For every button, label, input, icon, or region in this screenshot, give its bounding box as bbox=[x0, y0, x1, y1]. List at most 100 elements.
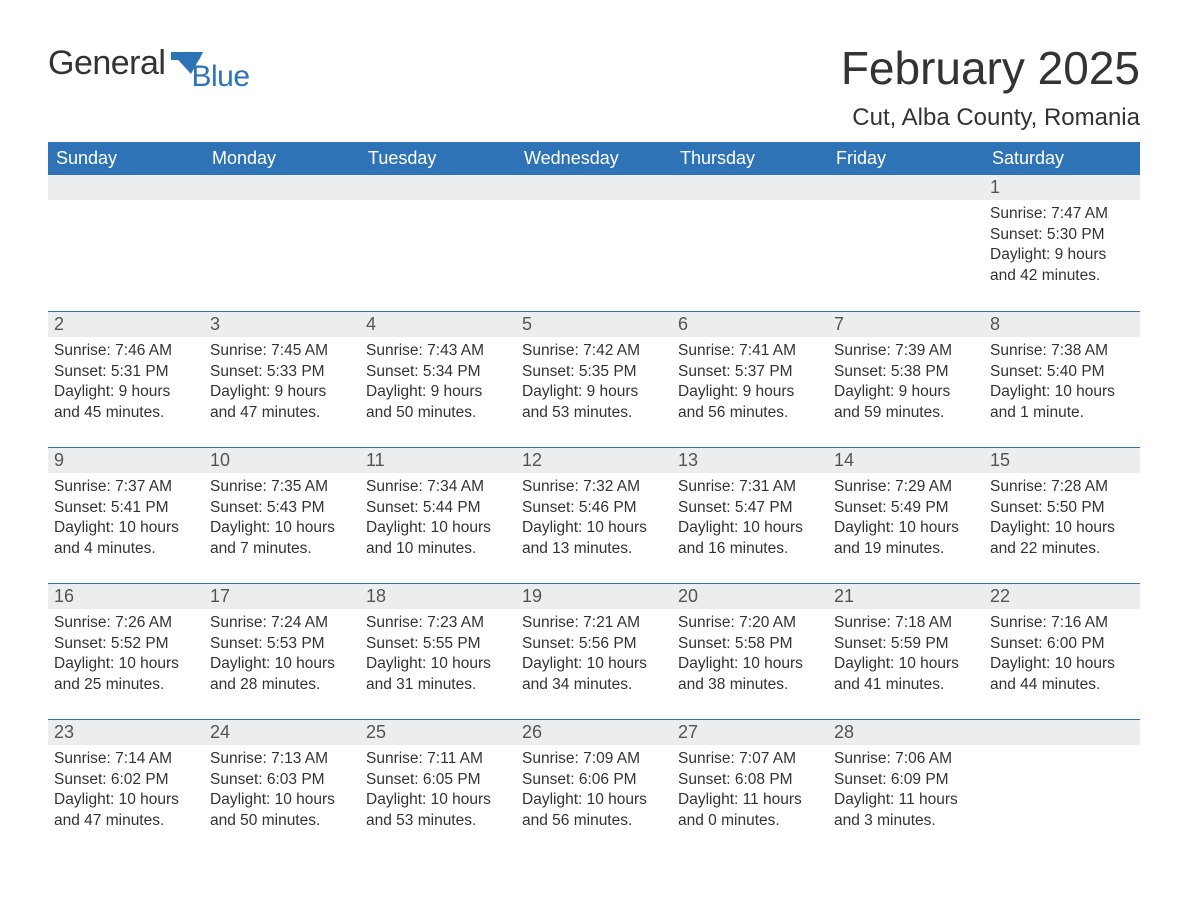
day-cell: Sunrise: 7:16 AMSunset: 6:00 PMDaylight:… bbox=[984, 609, 1140, 709]
day-info-line: Daylight: 10 hours and 16 minutes. bbox=[678, 518, 822, 559]
day-info-line: Daylight: 10 hours and 22 minutes. bbox=[990, 518, 1134, 559]
day-number: 11 bbox=[360, 448, 516, 473]
day-info-line: Daylight: 10 hours and 50 minutes. bbox=[210, 790, 354, 831]
day-cell bbox=[48, 200, 204, 300]
day-cell: Sunrise: 7:41 AMSunset: 5:37 PMDaylight:… bbox=[672, 337, 828, 437]
day-info-line: Sunset: 5:55 PM bbox=[366, 634, 510, 654]
day-number bbox=[828, 175, 984, 200]
day-info-line: Daylight: 10 hours and 25 minutes. bbox=[54, 654, 198, 695]
day-cell: Sunrise: 7:35 AMSunset: 5:43 PMDaylight:… bbox=[204, 473, 360, 573]
day-info-line: Sunrise: 7:16 AM bbox=[990, 613, 1134, 633]
day-info-line: Sunrise: 7:24 AM bbox=[210, 613, 354, 633]
day-cell: Sunrise: 7:23 AMSunset: 5:55 PMDaylight:… bbox=[360, 609, 516, 709]
day-info-line: Sunset: 6:00 PM bbox=[990, 634, 1134, 654]
day-number bbox=[48, 175, 204, 200]
day-number: 21 bbox=[828, 584, 984, 609]
week-row: 2345678Sunrise: 7:46 AMSunset: 5:31 PMDa… bbox=[48, 311, 1140, 447]
day-number: 19 bbox=[516, 584, 672, 609]
day-info-line: Sunrise: 7:37 AM bbox=[54, 477, 198, 497]
daynum-row: 232425262728 bbox=[48, 720, 1140, 745]
day-info-line: Daylight: 10 hours and 41 minutes. bbox=[834, 654, 978, 695]
day-header: Friday bbox=[828, 142, 984, 175]
day-number bbox=[360, 175, 516, 200]
day-number: 10 bbox=[204, 448, 360, 473]
day-number: 8 bbox=[984, 312, 1140, 337]
day-number: 6 bbox=[672, 312, 828, 337]
day-number: 18 bbox=[360, 584, 516, 609]
day-info-line: Sunrise: 7:23 AM bbox=[366, 613, 510, 633]
day-number: 13 bbox=[672, 448, 828, 473]
day-cell: Sunrise: 7:29 AMSunset: 5:49 PMDaylight:… bbox=[828, 473, 984, 573]
day-number: 5 bbox=[516, 312, 672, 337]
day-info-line: Sunset: 6:03 PM bbox=[210, 770, 354, 790]
day-header: Sunday bbox=[48, 142, 204, 175]
day-info-line: Sunrise: 7:34 AM bbox=[366, 477, 510, 497]
day-info-line: Sunset: 5:37 PM bbox=[678, 362, 822, 382]
day-info-line: Sunrise: 7:42 AM bbox=[522, 341, 666, 361]
day-info-line: Sunset: 5:34 PM bbox=[366, 362, 510, 382]
day-info-line: Sunset: 5:59 PM bbox=[834, 634, 978, 654]
day-info-line: Sunset: 5:58 PM bbox=[678, 634, 822, 654]
weeks-container: 1Sunrise: 7:47 AMSunset: 5:30 PMDaylight… bbox=[48, 175, 1140, 855]
day-cell: Sunrise: 7:18 AMSunset: 5:59 PMDaylight:… bbox=[828, 609, 984, 709]
day-info-line: Sunrise: 7:41 AM bbox=[678, 341, 822, 361]
day-cell: Sunrise: 7:14 AMSunset: 6:02 PMDaylight:… bbox=[48, 745, 204, 845]
day-info-line: Sunset: 5:30 PM bbox=[990, 225, 1134, 245]
day-number: 23 bbox=[48, 720, 204, 745]
day-info-line: Sunset: 5:33 PM bbox=[210, 362, 354, 382]
day-cell: Sunrise: 7:37 AMSunset: 5:41 PMDaylight:… bbox=[48, 473, 204, 573]
day-info-line: Daylight: 10 hours and 19 minutes. bbox=[834, 518, 978, 559]
day-cell: Sunrise: 7:38 AMSunset: 5:40 PMDaylight:… bbox=[984, 337, 1140, 437]
day-info-line: Sunset: 5:53 PM bbox=[210, 634, 354, 654]
day-number: 4 bbox=[360, 312, 516, 337]
day-info-line: Daylight: 10 hours and 56 minutes. bbox=[522, 790, 666, 831]
day-number: 17 bbox=[204, 584, 360, 609]
day-info-line: Daylight: 10 hours and 53 minutes. bbox=[366, 790, 510, 831]
day-info-line: Daylight: 9 hours and 45 minutes. bbox=[54, 382, 198, 423]
day-cell: Sunrise: 7:26 AMSunset: 5:52 PMDaylight:… bbox=[48, 609, 204, 709]
day-cell bbox=[828, 200, 984, 300]
week-row: 9101112131415Sunrise: 7:37 AMSunset: 5:4… bbox=[48, 447, 1140, 583]
day-info-line: Daylight: 10 hours and 7 minutes. bbox=[210, 518, 354, 559]
day-info-line: Daylight: 10 hours and 10 minutes. bbox=[366, 518, 510, 559]
day-info-line: Sunrise: 7:32 AM bbox=[522, 477, 666, 497]
day-info-line: Daylight: 10 hours and 31 minutes. bbox=[366, 654, 510, 695]
day-number: 27 bbox=[672, 720, 828, 745]
daynum-row: 16171819202122 bbox=[48, 584, 1140, 609]
day-info-line: Sunrise: 7:13 AM bbox=[210, 749, 354, 769]
day-number bbox=[204, 175, 360, 200]
day-info-line: Sunrise: 7:14 AM bbox=[54, 749, 198, 769]
day-info-line: Sunrise: 7:46 AM bbox=[54, 341, 198, 361]
week-row: 16171819202122Sunrise: 7:26 AMSunset: 5:… bbox=[48, 583, 1140, 719]
day-number: 12 bbox=[516, 448, 672, 473]
day-number: 20 bbox=[672, 584, 828, 609]
day-cell bbox=[360, 200, 516, 300]
day-cell: Sunrise: 7:13 AMSunset: 6:03 PMDaylight:… bbox=[204, 745, 360, 845]
day-info-line: Sunset: 5:43 PM bbox=[210, 498, 354, 518]
day-info-line: Daylight: 11 hours and 3 minutes. bbox=[834, 790, 978, 831]
day-info-line: Daylight: 10 hours and 1 minute. bbox=[990, 382, 1134, 423]
day-info-line: Sunrise: 7:11 AM bbox=[366, 749, 510, 769]
day-cell bbox=[984, 745, 1140, 845]
day-cell: Sunrise: 7:09 AMSunset: 6:06 PMDaylight:… bbox=[516, 745, 672, 845]
day-info-line: Sunset: 5:49 PM bbox=[834, 498, 978, 518]
day-info-line: Daylight: 10 hours and 34 minutes. bbox=[522, 654, 666, 695]
day-number: 14 bbox=[828, 448, 984, 473]
day-cell: Sunrise: 7:39 AMSunset: 5:38 PMDaylight:… bbox=[828, 337, 984, 437]
calendar: Sunday Monday Tuesday Wednesday Thursday… bbox=[48, 142, 1140, 855]
day-info-line: Sunset: 5:56 PM bbox=[522, 634, 666, 654]
day-info-line: Sunset: 5:52 PM bbox=[54, 634, 198, 654]
logo-text-general: General bbox=[48, 44, 165, 83]
day-cell: Sunrise: 7:46 AMSunset: 5:31 PMDaylight:… bbox=[48, 337, 204, 437]
day-info-line: Sunrise: 7:43 AM bbox=[366, 341, 510, 361]
day-info-line: Sunrise: 7:26 AM bbox=[54, 613, 198, 633]
day-info-line: Sunset: 6:09 PM bbox=[834, 770, 978, 790]
day-info-line: Sunset: 5:41 PM bbox=[54, 498, 198, 518]
day-info-line: Daylight: 10 hours and 4 minutes. bbox=[54, 518, 198, 559]
day-info-line: Daylight: 9 hours and 42 minutes. bbox=[990, 245, 1134, 286]
day-cell: Sunrise: 7:31 AMSunset: 5:47 PMDaylight:… bbox=[672, 473, 828, 573]
day-header: Monday bbox=[204, 142, 360, 175]
day-cell: Sunrise: 7:21 AMSunset: 5:56 PMDaylight:… bbox=[516, 609, 672, 709]
day-number: 26 bbox=[516, 720, 672, 745]
day-info-line: Sunrise: 7:06 AM bbox=[834, 749, 978, 769]
